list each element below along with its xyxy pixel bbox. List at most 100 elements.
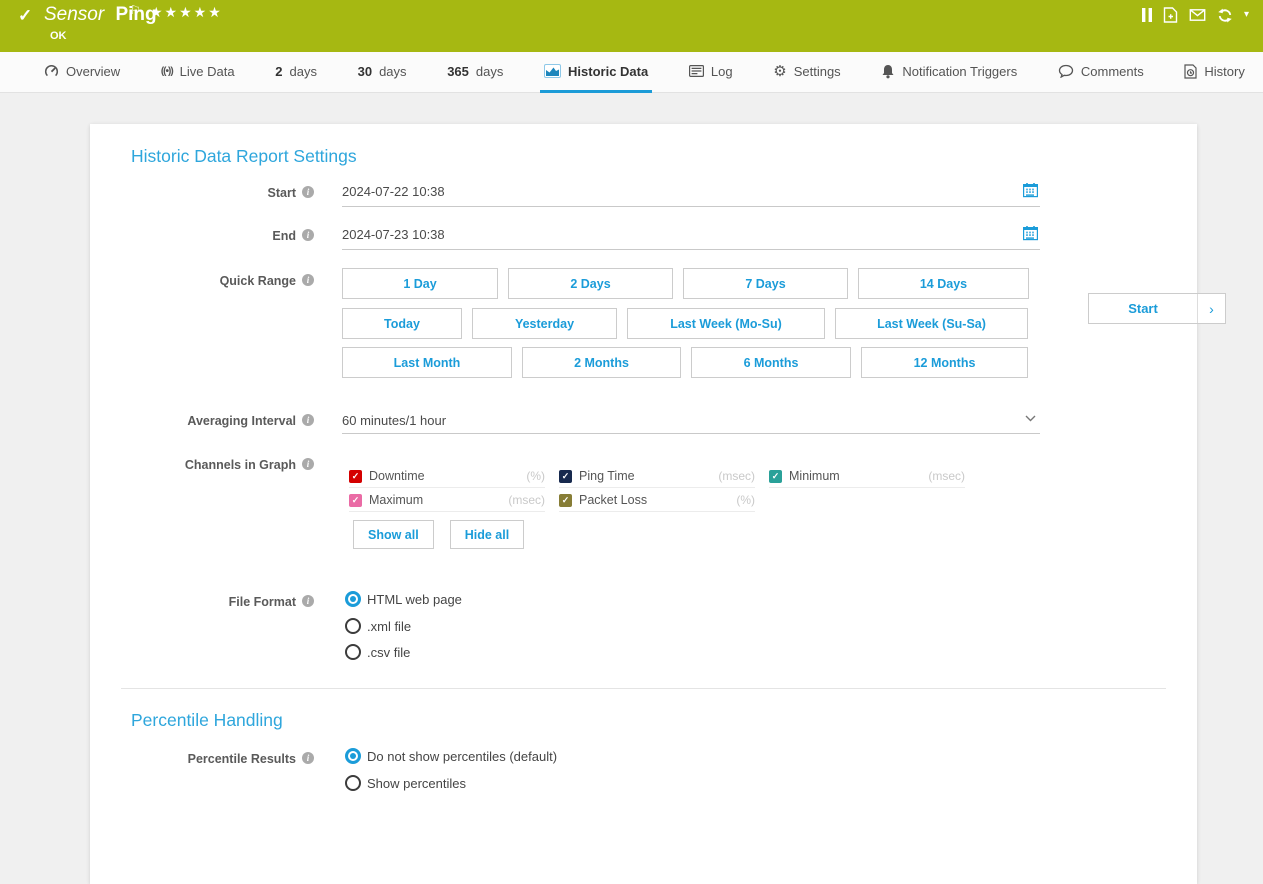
bell-icon [881, 64, 895, 79]
channel-maximum: ✓ Maximum (msec) [349, 489, 545, 512]
chevron-right-icon[interactable]: › [1209, 300, 1214, 317]
tab-label: Notification Triggers [902, 63, 1018, 79]
averaging-interval-select[interactable]: 60 minutes/1 hour [342, 407, 1040, 434]
info-icon[interactable]: i [302, 595, 314, 607]
sensor-tabbar: Overview ((•)) Live Data 2 days 30 days … [0, 52, 1263, 93]
channel-unit: (msec) [718, 469, 755, 483]
info-icon[interactable]: i [302, 414, 314, 426]
tab-label: days [475, 63, 504, 79]
chevron-down-icon[interactable] [1025, 410, 1036, 425]
channels-in-graph-label: Channels in Graph i [90, 458, 314, 472]
log-icon [688, 65, 704, 77]
averaging-interval-value[interactable]: 60 minutes/1 hour [342, 413, 447, 428]
start-date-value[interactable]: 2024-07-22 10:38 [342, 184, 445, 199]
tab-history[interactable]: History [1180, 52, 1248, 93]
tab-notification-triggers[interactable]: Notification Triggers [877, 52, 1021, 93]
info-icon[interactable]: i [302, 274, 314, 286]
quick-range-button[interactable]: Last Month [342, 347, 512, 378]
channel-downtime: ✓ Downtime (%) [349, 465, 545, 488]
radio-selected[interactable] [345, 748, 361, 764]
checkbox-checked[interactable]: ✓ [769, 469, 782, 483]
tab-label: Overview [66, 63, 121, 79]
quick-range-button[interactable]: 12 Months [861, 347, 1028, 378]
tab-log[interactable]: Log [685, 52, 737, 93]
file-format-option-html[interactable]: HTML web page [345, 591, 462, 607]
start-report-button-label[interactable]: Start [1089, 294, 1198, 323]
radio-selected[interactable] [345, 591, 361, 607]
start-date-field[interactable]: 2024-07-22 10:38 [342, 178, 1040, 207]
start-report-button[interactable]: Start › [1088, 293, 1226, 324]
quick-range-label: Quick Range i [90, 274, 314, 288]
checkbox-checked[interactable]: ✓ [349, 469, 362, 483]
quick-range-button[interactable]: Last Week (Mo-Su) [627, 308, 825, 339]
sensor-header: ✓ Sensor Ping ⚐ ★★★★★ OK ▾ [0, 0, 1263, 52]
channel-unit: (msec) [508, 493, 545, 507]
quick-range-button[interactable]: 1 Day [342, 268, 498, 299]
channel-packet-loss: ✓ Packet Loss (%) [559, 489, 755, 512]
info-icon[interactable]: i [302, 458, 314, 470]
tab-overview[interactable]: Overview [40, 52, 124, 93]
priority-stars[interactable]: ★★★★★ [150, 4, 223, 20]
sensor-type-label: Sensor [44, 4, 105, 25]
tab-30-days[interactable]: 30 days [354, 52, 411, 93]
area-chart-icon [544, 64, 562, 78]
tab-historic-data[interactable]: Historic Data [540, 52, 653, 93]
calendar-icon[interactable] [1023, 183, 1039, 201]
refresh-dropdown-caret-icon[interactable]: ▾ [1243, 9, 1249, 20]
tab-2-days[interactable]: 2 days [271, 52, 321, 93]
quick-range-button[interactable]: 6 Months [691, 347, 851, 378]
quick-range-button[interactable]: Last Week (Su-Sa) [835, 308, 1028, 339]
refresh-icon[interactable] [1217, 8, 1233, 23]
file-format-option-xml[interactable]: .xml file [345, 618, 411, 634]
tab-number: 2 [275, 63, 283, 79]
checkbox-checked[interactable]: ✓ [559, 493, 572, 507]
checkbox-checked[interactable]: ✓ [559, 469, 572, 483]
info-icon[interactable]: i [302, 752, 314, 764]
gauge-icon [44, 64, 59, 79]
radio-unselected[interactable] [345, 644, 361, 660]
quick-range-button[interactable]: Yesterday [472, 308, 617, 339]
hide-all-button[interactable]: Hide all [449, 520, 525, 549]
quick-range-button[interactable]: 2 Days [508, 268, 673, 299]
averaging-interval-label: Averaging Interval i [90, 414, 314, 428]
tab-label: Comments [1080, 63, 1144, 79]
history-page-icon [1184, 63, 1198, 79]
tab-live-data[interactable]: ((•)) Live Data [157, 52, 239, 93]
tab-number: 30 [357, 63, 373, 79]
settings-panel: Historic Data Report Settings Start i 202… [90, 124, 1197, 884]
section-title-report: Historic Data Report Settings [131, 146, 357, 166]
pause-icon[interactable] [1141, 8, 1152, 22]
show-all-button[interactable]: Show all [353, 520, 434, 549]
tab-365-days[interactable]: 365 days [443, 52, 507, 93]
quick-range-row-1: 1 Day 2 Days 7 Days 14 Days [342, 268, 1029, 299]
mail-icon[interactable] [1189, 9, 1206, 21]
end-date-value[interactable]: 2024-07-23 10:38 [342, 227, 445, 242]
status-badge: OK [50, 30, 67, 42]
sensor-name-label: Ping [115, 4, 157, 25]
end-date-field[interactable]: 2024-07-23 10:38 [342, 221, 1040, 250]
flag-icon[interactable]: ⚐ [130, 3, 141, 17]
section-divider [121, 688, 1166, 689]
percentile-results-label: Percentile Results i [90, 752, 314, 766]
radio-unselected[interactable] [345, 618, 361, 634]
add-report-icon[interactable] [1163, 7, 1178, 23]
channels-row-2: ✓ Maximum (msec) ✓ Packet Loss (%) [349, 489, 755, 512]
quick-range-button[interactable]: 14 Days [858, 268, 1029, 299]
percentile-option-hide[interactable]: Do not show percentiles (default) [345, 748, 557, 764]
percentile-option-show[interactable]: Show percentiles [345, 775, 466, 791]
comment-bubble-icon [1058, 64, 1074, 78]
calendar-icon[interactable] [1023, 226, 1039, 244]
info-icon[interactable]: i [302, 186, 314, 198]
radio-unselected[interactable] [345, 775, 361, 791]
status-check-icon: ✓ [18, 6, 33, 25]
quick-range-button[interactable]: 7 Days [683, 268, 848, 299]
info-icon[interactable]: i [302, 229, 314, 241]
tab-settings[interactable]: ⚙ Settings [769, 52, 844, 93]
live-signal-icon: ((•)) [160, 65, 174, 77]
checkbox-checked[interactable]: ✓ [349, 493, 362, 507]
quick-range-button[interactable]: 2 Months [522, 347, 681, 378]
quick-range-button[interactable]: Today [342, 308, 462, 339]
file-format-option-csv[interactable]: .csv file [345, 644, 410, 660]
tab-comments[interactable]: Comments [1054, 52, 1148, 93]
header-actions: ▾ [1141, 7, 1249, 23]
